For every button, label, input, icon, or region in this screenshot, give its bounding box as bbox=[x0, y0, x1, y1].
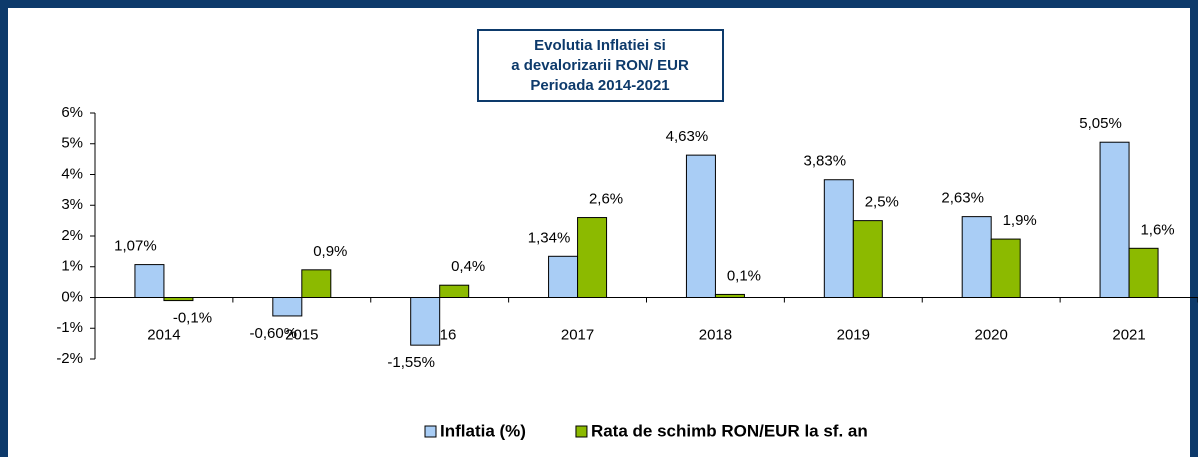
title-box bbox=[477, 29, 724, 102]
bar bbox=[990, 238, 1021, 298]
bar bbox=[1128, 247, 1159, 299]
legend-label: Inflatia (%) bbox=[440, 421, 526, 440]
y-tick-label: 2% bbox=[61, 227, 83, 244]
y-tick-label: 0% bbox=[61, 288, 83, 305]
bar bbox=[163, 297, 194, 302]
x-tick-label: 2021 bbox=[1112, 326, 1145, 343]
data-label: 4,63% bbox=[666, 128, 709, 145]
data-label: 2,5% bbox=[865, 194, 899, 211]
x-tick-label: 2020 bbox=[975, 326, 1008, 343]
data-label: 0,1% bbox=[727, 267, 761, 284]
data-label: -0,60% bbox=[250, 325, 298, 342]
x-tick-label: 2018 bbox=[699, 326, 732, 343]
bar bbox=[410, 297, 441, 346]
x-tick-label: 2017 bbox=[561, 326, 594, 343]
bar bbox=[272, 297, 303, 317]
bar bbox=[1099, 141, 1130, 298]
data-label: 1,07% bbox=[114, 238, 157, 255]
bar bbox=[134, 264, 165, 299]
data-label: 1,34% bbox=[528, 229, 571, 246]
data-label: 2,63% bbox=[941, 190, 984, 207]
chart-title: Perioada 2014-2021 bbox=[530, 77, 669, 94]
x-tick-label: 2014 bbox=[147, 326, 180, 343]
y-tick-label: 1% bbox=[61, 258, 83, 275]
chart-title: Evolutia Inflatiei si bbox=[534, 37, 666, 54]
legend-label: Rata de schimb RON/EUR la sf. an bbox=[591, 421, 868, 440]
y-tick-label: 5% bbox=[61, 135, 83, 152]
x-tick-label: 2019 bbox=[837, 326, 870, 343]
bar bbox=[685, 154, 716, 298]
data-label: 3,83% bbox=[804, 153, 847, 170]
y-tick-label: -1% bbox=[56, 319, 83, 336]
bar bbox=[577, 217, 608, 298]
data-label: 1,9% bbox=[1003, 212, 1037, 229]
bar bbox=[548, 255, 579, 299]
y-tick-label: 3% bbox=[61, 196, 83, 213]
chart-title: a devalorizarii RON/ EUR bbox=[511, 57, 689, 74]
y-tick-label: 6% bbox=[61, 104, 83, 121]
data-label: 1,6% bbox=[1140, 221, 1174, 238]
data-label: 0,4% bbox=[451, 258, 485, 275]
data-label: 0,9% bbox=[313, 243, 347, 260]
bar bbox=[823, 179, 854, 298]
data-label: -0,1% bbox=[173, 310, 212, 327]
legend-swatch bbox=[575, 425, 588, 438]
bar bbox=[852, 220, 883, 298]
data-label: 5,05% bbox=[1079, 115, 1122, 132]
y-tick-label: -2% bbox=[56, 350, 83, 367]
bar bbox=[961, 216, 992, 298]
data-label: 2,6% bbox=[589, 191, 623, 208]
y-tick-label: 4% bbox=[61, 165, 83, 182]
data-label: -1,55% bbox=[387, 354, 435, 371]
bar bbox=[714, 293, 745, 298]
x-tick-label: 2015 bbox=[285, 326, 318, 343]
bar bbox=[301, 269, 332, 299]
bar bbox=[439, 284, 470, 299]
legend-swatch bbox=[424, 425, 437, 438]
